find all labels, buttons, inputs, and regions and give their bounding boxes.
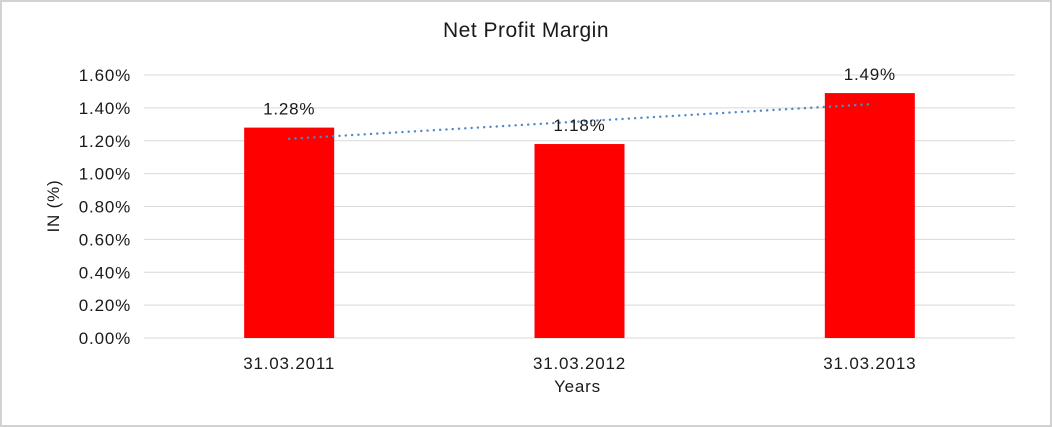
y-tick-label: 0.80% <box>79 198 131 217</box>
y-tick-label: 1.20% <box>79 132 131 151</box>
bar-data-label: 1.18% <box>553 116 605 135</box>
y-tick-label: 0.60% <box>79 230 131 249</box>
bar-data-label: 1.28% <box>263 100 315 119</box>
y-tick-label: 1.00% <box>79 165 131 184</box>
y-tick-label: 1.40% <box>79 99 131 118</box>
bar[interactable] <box>824 93 915 338</box>
y-tick-label: 0.40% <box>79 263 131 282</box>
trendline[interactable] <box>287 103 872 140</box>
x-category-label: 31.03.2011 <box>243 354 335 373</box>
bar[interactable] <box>244 127 335 338</box>
y-tick-label: 1.60% <box>79 66 131 85</box>
bar-data-label: 1.49% <box>844 65 896 84</box>
bar[interactable] <box>534 144 625 338</box>
x-axis-title: Years <box>554 377 601 396</box>
y-tick-label: 0.20% <box>79 296 131 315</box>
x-category-label: 31.03.2013 <box>823 354 916 373</box>
y-tick-label: 0.00% <box>79 329 131 348</box>
chart-title: Net Profit Margin <box>442 19 610 42</box>
x-category-label: 31.03.2012 <box>533 354 626 373</box>
